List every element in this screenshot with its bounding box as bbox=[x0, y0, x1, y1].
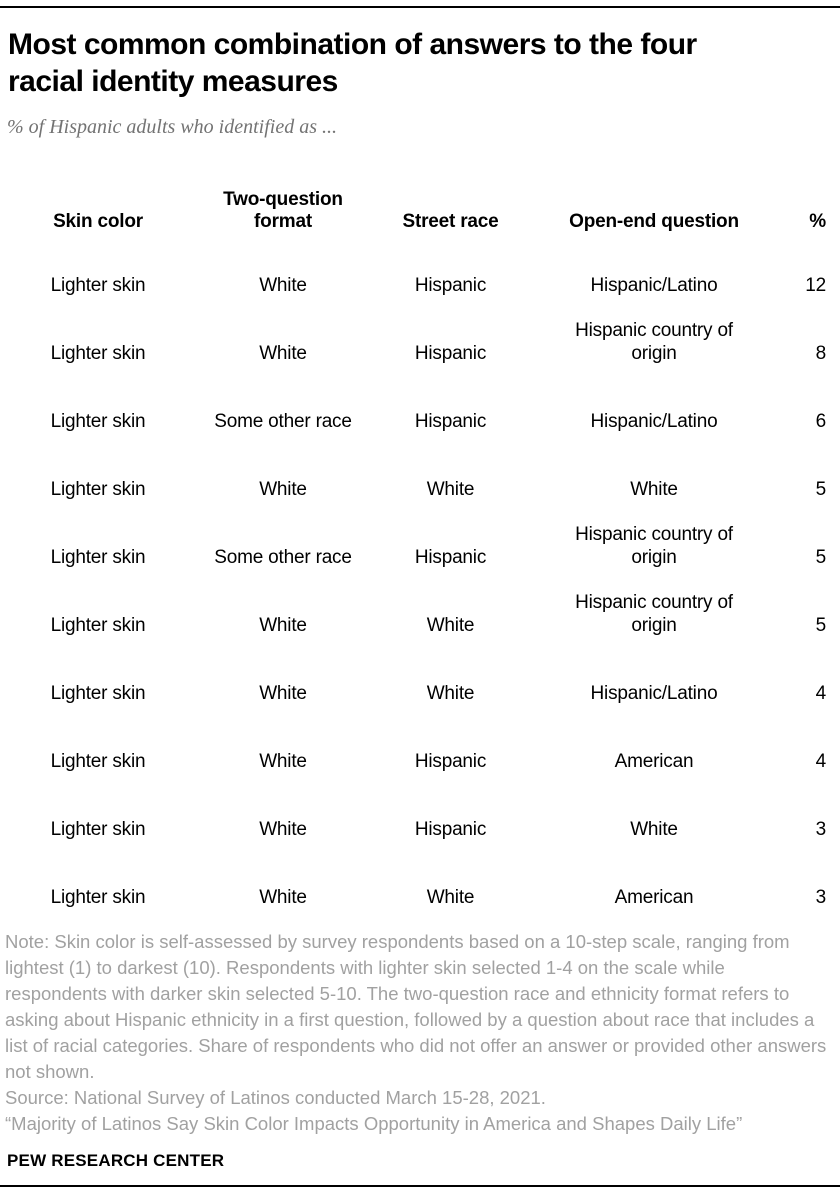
cell-open-end-question: American bbox=[614, 887, 694, 908]
table-header-row: Skin color Two-question format Street ra… bbox=[8, 159, 832, 245]
table-row: Lighter skin White White White 5 bbox=[8, 449, 832, 517]
column-header-street-race: Street race bbox=[402, 211, 499, 232]
note-text: Note: Skin color is self-assessed by sur… bbox=[5, 931, 827, 1082]
cell-open-end-question: Hispanic country of origin bbox=[575, 320, 733, 364]
pew-research-center-wordmark: PEW RESEARCH CENTER bbox=[7, 1151, 225, 1170]
cell-skin-color: Lighter skin bbox=[50, 819, 146, 840]
cell-two-question-format: White bbox=[259, 751, 307, 772]
cell-two-question-format: White bbox=[259, 887, 307, 908]
cell-percent: 5 bbox=[815, 479, 827, 500]
cell-percent: 4 bbox=[815, 683, 827, 704]
cell-two-question-format: White bbox=[259, 819, 307, 840]
cell-open-end-question: Hispanic country of origin bbox=[575, 592, 733, 636]
column-header-skin-color: Skin color bbox=[53, 211, 143, 232]
cell-two-question-format: White bbox=[259, 615, 307, 636]
cell-percent: 8 bbox=[815, 343, 827, 364]
table-row: Lighter skin White Hispanic Hispanic cou… bbox=[8, 313, 832, 381]
cell-street-race: White bbox=[426, 887, 475, 908]
table-row: Lighter skin Some other race Hispanic Hi… bbox=[8, 381, 832, 449]
cell-street-race: Hispanic bbox=[414, 547, 487, 568]
cell-skin-color: Lighter skin bbox=[50, 751, 146, 772]
cell-street-race: White bbox=[426, 615, 475, 636]
cell-street-race: Hispanic bbox=[414, 343, 487, 364]
cell-street-race: White bbox=[426, 683, 475, 704]
table-row: Lighter skin White Hispanic American 4 bbox=[8, 721, 832, 789]
cell-two-question-format: White bbox=[259, 275, 307, 296]
cell-skin-color: Lighter skin bbox=[50, 343, 146, 364]
cell-skin-color: Lighter skin bbox=[50, 479, 146, 500]
cell-skin-color: Lighter skin bbox=[50, 547, 146, 568]
table-row: Lighter skin White Hispanic Hispanic/Lat… bbox=[8, 245, 832, 313]
top-divider bbox=[0, 6, 840, 8]
cell-open-end-question: White bbox=[630, 819, 678, 840]
results-table: Skin color Two-question format Street ra… bbox=[8, 159, 832, 925]
cell-open-end-question: White bbox=[630, 479, 678, 500]
cell-open-end-question: American bbox=[614, 751, 694, 772]
cell-street-race: Hispanic bbox=[414, 275, 487, 296]
source-text: Source: National Survey of Latinos condu… bbox=[5, 1087, 546, 1108]
cell-percent: 3 bbox=[815, 819, 827, 840]
cell-percent: 6 bbox=[815, 411, 827, 432]
column-header-open-end-question: Open-end question bbox=[569, 211, 739, 232]
cell-percent: 4 bbox=[815, 751, 827, 772]
cell-two-question-format: White bbox=[259, 343, 307, 364]
column-header-two-question-format: Two-question format bbox=[223, 189, 343, 232]
cell-percent: 12 bbox=[805, 275, 826, 296]
report-title-text: “Majority of Latinos Say Skin Color Impa… bbox=[5, 1113, 743, 1134]
cell-skin-color: Lighter skin bbox=[50, 615, 146, 636]
cell-open-end-question: Hispanic country of origin bbox=[575, 524, 733, 568]
cell-street-race: Hispanic bbox=[414, 819, 487, 840]
table-row: Lighter skin White Hispanic White 3 bbox=[8, 789, 832, 857]
cell-two-question-format: White bbox=[259, 683, 307, 704]
figure-notes: Note: Skin color is self-assessed by sur… bbox=[5, 929, 827, 1137]
cell-open-end-question: Hispanic/Latino bbox=[590, 275, 718, 296]
cell-two-question-format: Some other race bbox=[214, 547, 352, 568]
cell-percent: 5 bbox=[815, 615, 827, 636]
cell-street-race: Hispanic bbox=[414, 411, 487, 432]
cell-open-end-question: Hispanic/Latino bbox=[590, 411, 718, 432]
cell-two-question-format: Some other race bbox=[214, 411, 352, 432]
cell-skin-color: Lighter skin bbox=[50, 411, 146, 432]
table-row: Lighter skin White White American 3 bbox=[8, 857, 832, 925]
cell-two-question-format: White bbox=[259, 479, 307, 500]
cell-skin-color: Lighter skin bbox=[50, 683, 146, 704]
cell-skin-color: Lighter skin bbox=[50, 275, 146, 296]
table-row: Lighter skin White White Hispanic countr… bbox=[8, 585, 832, 653]
bottom-divider bbox=[0, 1185, 840, 1187]
cell-street-race: White bbox=[426, 479, 475, 500]
cell-skin-color: Lighter skin bbox=[50, 887, 146, 908]
figure-title: Most common combination of answers to th… bbox=[8, 28, 697, 98]
column-header-percent: % bbox=[809, 211, 826, 232]
cell-percent: 5 bbox=[815, 547, 827, 568]
table-row: Lighter skin White White Hispanic/Latino… bbox=[8, 653, 832, 721]
cell-street-race: Hispanic bbox=[414, 751, 487, 772]
cell-open-end-question: Hispanic/Latino bbox=[590, 683, 718, 704]
table-row: Lighter skin Some other race Hispanic Hi… bbox=[8, 517, 832, 585]
figure-subtitle: % of Hispanic adults who identified as .… bbox=[7, 116, 337, 138]
cell-percent: 3 bbox=[815, 887, 827, 908]
